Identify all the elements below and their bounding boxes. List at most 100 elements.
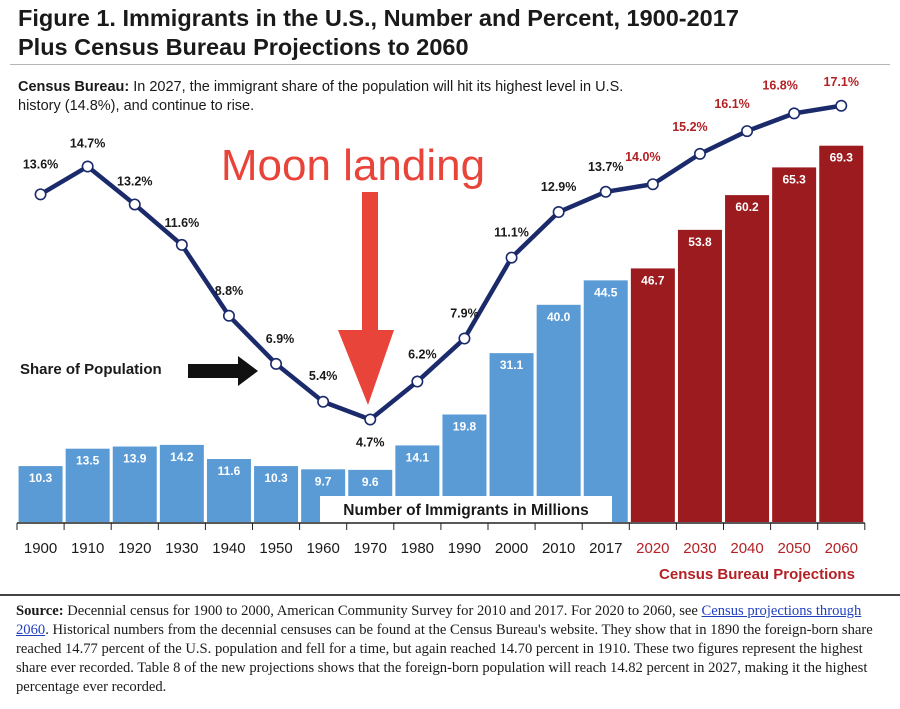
x-tick-label-2010: 2010: [542, 540, 575, 557]
share-line: [39, 103, 842, 422]
chart-subtitle: Census Bureau: In 2027, the immigrant sh…: [18, 78, 638, 116]
x-tick-label-1900: 1900: [24, 540, 57, 557]
share-point-1920: [128, 198, 141, 211]
share-point-1940: [222, 309, 235, 322]
line-layer: 13.6% 14.7% 13.2% 11.6% 8.8% 6.9% 5.4% 4.7% 6.2%…: [23, 75, 859, 450]
bar-label-1900: 10.3: [29, 471, 53, 485]
share-point-2060: [835, 99, 848, 112]
share-point-1930: [175, 238, 188, 251]
share-series-label: Share of Population: [20, 361, 162, 378]
moon-landing-annotation: Moon landing: [221, 141, 485, 190]
share-point-2000: [505, 251, 518, 264]
bar-axis-label-bg: [320, 496, 612, 522]
share-point-2017: [599, 185, 612, 198]
share-point-1970: [364, 413, 377, 426]
bar-label-1920: 13.9: [123, 452, 147, 466]
immigration-chart: 10.3 13.5 13.9 14.2 11.6 10.3 9.7 9.6 14.1 19.8 31…: [16, 75, 866, 583]
bar-label-1950: 10.3: [264, 471, 288, 485]
bar-1930: [159, 444, 204, 522]
share-label-1980: 6.2%: [408, 348, 437, 362]
x-tick-label-2050: 2050: [777, 540, 810, 557]
x-tick-label-1910: 1910: [71, 540, 104, 557]
bar-1920: [112, 446, 157, 522]
subtitle-text: In 2027, the immigrant share of the popu…: [18, 79, 624, 114]
title-line-2: Plus Census Bureau Projections to 2060: [18, 34, 469, 60]
share-label-1960: 5.4%: [309, 369, 338, 383]
projection-label: Census Bureau Projections: [659, 566, 855, 583]
bar-1900: [18, 466, 63, 522]
bar-2010: [536, 304, 581, 522]
x-tick-label-2060: 2060: [825, 540, 858, 557]
share-point-2050: [788, 107, 801, 120]
x-tick-label-1950: 1950: [259, 540, 292, 557]
bar-label-2030: 53.8: [688, 235, 712, 249]
share-point-2040: [741, 125, 754, 138]
source-text-after: . Historical numbers from the decennial …: [16, 622, 873, 695]
share-point-1990: [458, 332, 471, 345]
title-line-1: Figure 1. Immigrants in the U.S., Number…: [18, 5, 739, 31]
bars-layer: 10.3 13.5 13.9 14.2 11.6 10.3 9.7 9.6 14.1 19.8 31…: [18, 145, 864, 523]
x-tick-label-2040: 2040: [730, 540, 763, 557]
bar-2050: [772, 167, 817, 522]
bar-axis-label: Number of Immigrants in Millions: [343, 502, 588, 519]
bar-label-1970: 9.6: [362, 475, 379, 489]
share-label-1920: 13.2%: [117, 174, 152, 188]
bar-1940: [206, 459, 251, 522]
bar-2040: [725, 195, 770, 522]
axis-layer: 1900 1910 1920 1930 1940 1950 1960 1970 1980 1990…: [16, 496, 866, 583]
x-tick-label-1970: 1970: [354, 540, 387, 557]
x-tick-label-2017: 2017: [589, 540, 622, 557]
share-point-1950: [270, 357, 283, 370]
source-text-before: Decennial census for 1900 to 2000, Ameri…: [63, 603, 702, 619]
bar-label-2050: 65.3: [782, 172, 806, 186]
right-arrow-icon: [188, 356, 258, 386]
share-label-2000: 11.1%: [494, 226, 529, 240]
bar-1910: [65, 448, 110, 522]
bar-label-2040: 60.2: [735, 200, 759, 214]
bar-label-2020: 46.7: [641, 273, 665, 287]
bar-label-1980: 14.1: [406, 450, 430, 464]
x-tick-label-1990: 1990: [448, 540, 481, 557]
share-label-2060: 17.1%: [824, 75, 859, 89]
x-tick-label-1930: 1930: [165, 540, 198, 557]
share-point-2010: [552, 206, 565, 219]
source-label: Source:: [16, 603, 64, 619]
source-box: Source: Decennial census for 1900 to 200…: [0, 594, 900, 709]
share-label-1990: 7.9%: [450, 307, 479, 321]
share-label-1900: 13.6%: [23, 157, 58, 171]
x-tick-label-1940: 1940: [212, 540, 245, 557]
bar-label-1960: 9.7: [315, 474, 332, 488]
x-tick-label-2000: 2000: [495, 540, 528, 557]
x-tick-label-1920: 1920: [118, 540, 151, 557]
share-point-1980: [411, 375, 424, 388]
share-label-2020: 14.0%: [625, 150, 660, 164]
bar-label-1910: 13.5: [76, 454, 100, 468]
annotation-layer: Share of Population Moon landing: [20, 141, 485, 405]
bar-2020: [630, 268, 675, 522]
x-tick-label-2020: 2020: [636, 540, 669, 557]
share-label-2010: 12.9%: [541, 180, 576, 194]
census-projections-link[interactable]: Census projections through 2060: [16, 603, 862, 638]
bar-label-1940: 11.6: [218, 464, 241, 478]
bar-label-2017: 44.5: [594, 285, 618, 299]
chart-title: Figure 1. Immigrants in the U.S., Number…: [18, 4, 878, 62]
x-tick-label-1980: 1980: [401, 540, 434, 557]
x-tick-label-1960: 1960: [306, 540, 339, 557]
bar-2060: [819, 145, 864, 523]
subtitle-label: Census Bureau:: [18, 79, 130, 95]
share-label-2050: 16.8%: [762, 78, 797, 92]
bar-2000: [489, 353, 534, 522]
share-point-2020: [646, 178, 659, 191]
bar-label-2060: 69.3: [830, 151, 854, 165]
share-point-1960: [317, 395, 330, 408]
bar-label-2000: 31.1: [500, 358, 524, 372]
share-label-2030: 15.2%: [672, 120, 707, 134]
share-label-1930: 11.6%: [164, 216, 199, 230]
share-label-1970: 4.7%: [356, 436, 385, 450]
bar-label-1990: 19.8: [453, 419, 477, 433]
bar-1950: [254, 466, 299, 522]
share-label-1910: 14.7%: [70, 137, 105, 151]
down-arrow-icon: [338, 192, 394, 405]
share-label-1940: 8.8%: [215, 284, 244, 298]
share-point-1900: [34, 188, 47, 201]
